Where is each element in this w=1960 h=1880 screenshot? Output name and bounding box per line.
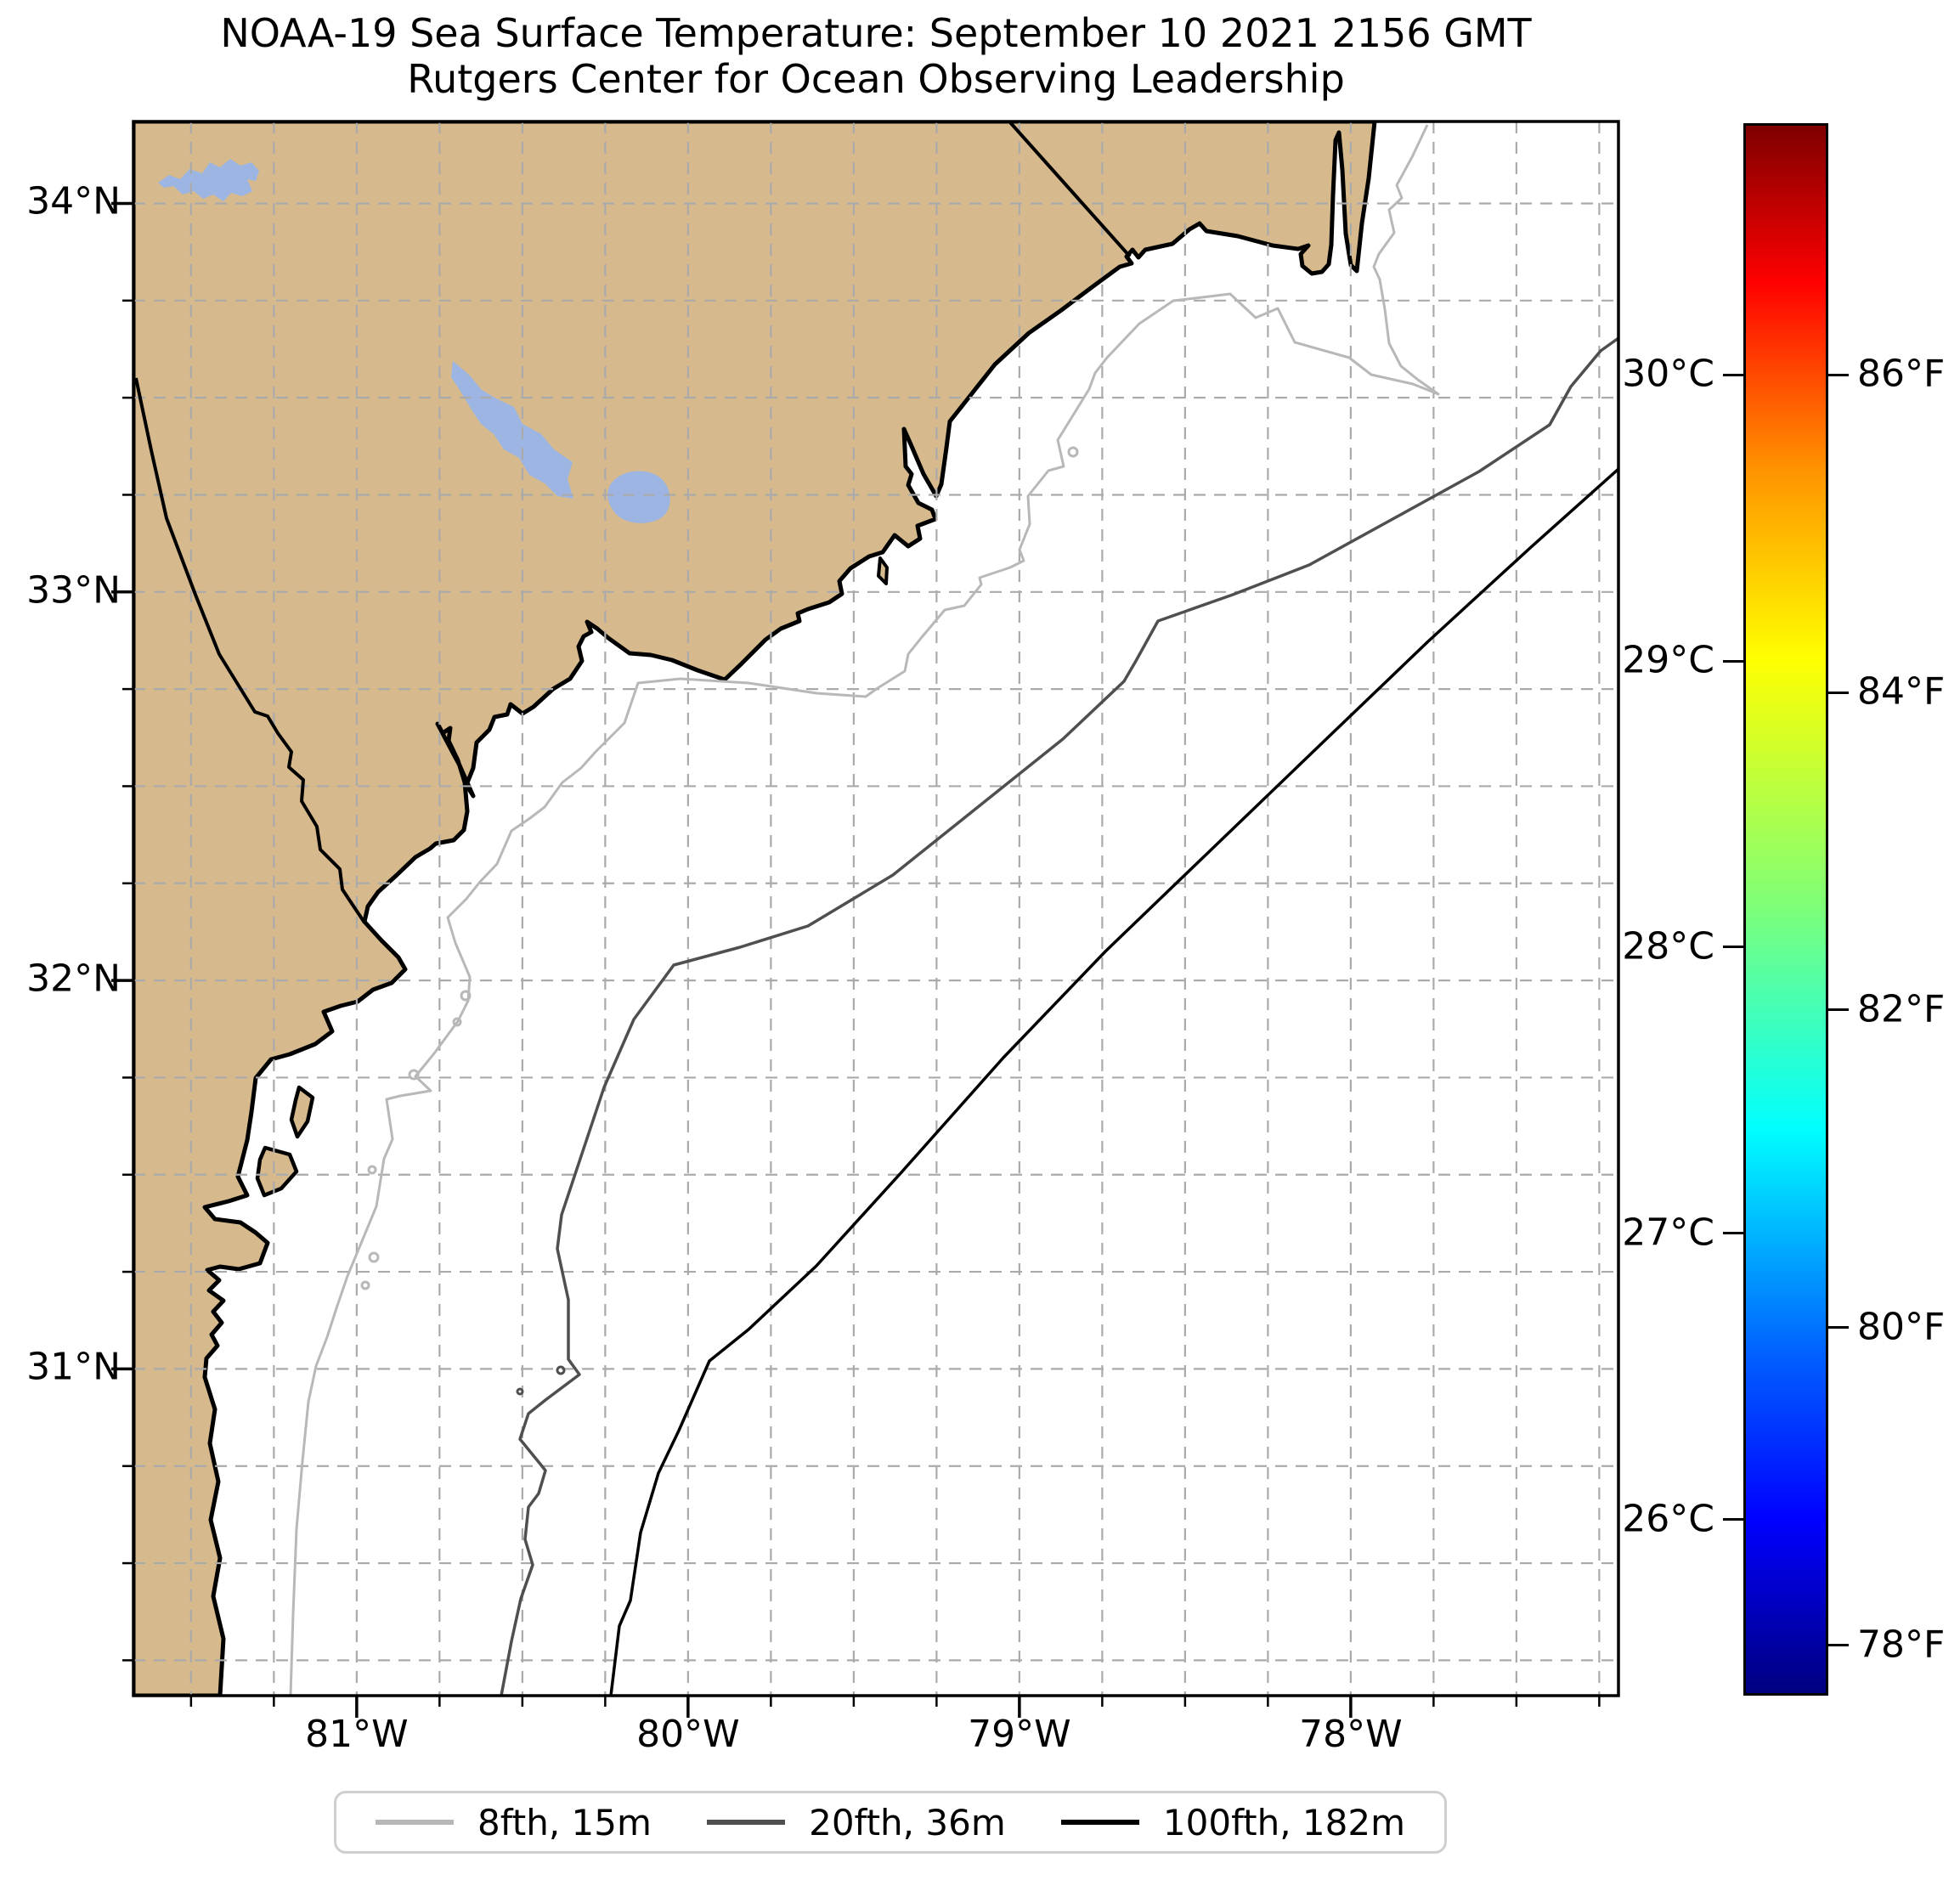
chart-title-line2: Rutgers Center for Ocean Observing Leade…	[407, 56, 1345, 102]
legend-line-swatch	[376, 1820, 454, 1825]
legend-item: 100fth, 182m	[1060, 1801, 1405, 1843]
legend-item: 8fth, 15m	[376, 1802, 652, 1843]
x-tick-label: 78°W	[1299, 1713, 1403, 1756]
isobath-20fth-line	[500, 336, 1618, 1696]
legend-label: 100fth, 182m	[1162, 1801, 1405, 1843]
lake-murray	[158, 159, 259, 201]
colorbar-celsius-label: 26°C	[1622, 1497, 1714, 1541]
colorbar-celsius-label: 27°C	[1622, 1211, 1714, 1255]
barrier-island	[877, 556, 889, 585]
colorbar-fahrenheit-tick	[1828, 1644, 1849, 1647]
colorbar-fahrenheit-label: 78°F	[1857, 1623, 1946, 1667]
legend-label: 20fth, 36m	[809, 1801, 1006, 1843]
colorbar-celsius-label: 30°C	[1622, 352, 1714, 396]
colorbar-fahrenheit-label: 84°F	[1857, 669, 1946, 714]
colorbar-fahrenheit-label: 82°F	[1857, 987, 1946, 1031]
x-tick-label: 79°W	[968, 1713, 1071, 1756]
legend-line-swatch	[1060, 1820, 1139, 1825]
isobath-islets	[516, 1365, 566, 1396]
y-tick-label: 33°N	[26, 568, 121, 613]
y-tick-label: 31°N	[26, 1345, 121, 1389]
legend-item: 20fth, 36m	[707, 1802, 1006, 1843]
colorbar	[1743, 123, 1828, 1696]
colorbar-fahrenheit-label: 86°F	[1857, 352, 1946, 396]
map-frame	[132, 120, 1620, 1697]
colorbar-celsius-label: 28°C	[1622, 924, 1714, 968]
x-tick-label: 81°W	[305, 1713, 409, 1756]
barrier-island	[255, 1145, 299, 1198]
nc-sc-border-line	[1008, 121, 1132, 258]
lake-marion	[451, 361, 573, 499]
colorbar-celsius-tick	[1723, 1232, 1743, 1235]
barrier-island	[289, 1085, 315, 1139]
isobath-islets	[360, 446, 1079, 1290]
colorbar-fahrenheit-tick	[1828, 373, 1849, 376]
x-tick-label: 80°W	[636, 1713, 740, 1756]
colorbar-celsius-tick	[1723, 946, 1743, 949]
colorbar-celsius-tick	[1723, 659, 1743, 663]
isobath-100fth-line	[609, 467, 1618, 1696]
lake-moultrie	[607, 471, 670, 523]
y-tick-label: 34°N	[26, 179, 121, 223]
colorbar-celsius-label: 29°C	[1622, 638, 1714, 682]
isobath-8fth-line	[289, 124, 1440, 1696]
colorbar-fahrenheit-label: 80°F	[1857, 1305, 1946, 1349]
savannah-river-line	[134, 377, 366, 924]
graticule-grid	[133, 121, 1618, 1696]
chart-title-line1: NOAA-19 Sea Surface Temperature: Septemb…	[220, 10, 1532, 56]
legend-label: 8fth, 15m	[477, 1801, 652, 1843]
colorbar-celsius-tick	[1723, 1518, 1743, 1522]
legend-box: 8fth, 15m 20fth, 36m 100fth, 182m	[334, 1791, 1447, 1854]
y-tick-label: 32°N	[26, 957, 121, 1001]
axis-ticks	[111, 201, 1601, 1718]
colorbar-fahrenheit-tick	[1828, 691, 1849, 694]
legend-line-swatch	[707, 1820, 786, 1825]
colorbar-celsius-tick	[1723, 373, 1743, 376]
colorbar-fahrenheit-tick	[1828, 1008, 1849, 1012]
colorbar-fahrenheit-tick	[1828, 1326, 1849, 1330]
land-mainland	[133, 121, 1377, 1696]
